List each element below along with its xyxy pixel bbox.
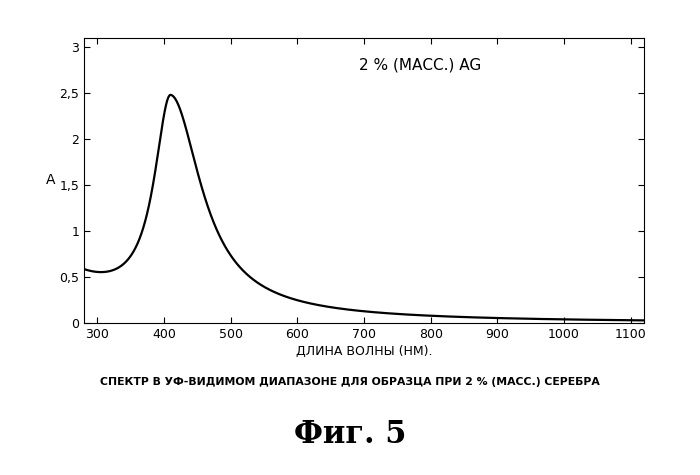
X-axis label: ДЛИНА ВОЛНЫ (НМ).: ДЛИНА ВОЛНЫ (НМ). (295, 345, 433, 358)
Y-axis label: A: A (46, 173, 55, 188)
Text: СПЕКТР В УФ-ВИДИМОМ ДИАПАЗОНЕ ДЛЯ ОБРАЗЦА ПРИ 2 % (МАСС.) СЕРЕБРА: СПЕКТР В УФ-ВИДИМОМ ДИАПАЗОНЕ ДЛЯ ОБРАЗЦ… (100, 377, 600, 388)
Text: Фиг. 5: Фиг. 5 (294, 419, 406, 450)
Text: 2 % (МАСС.) AG: 2 % (МАСС.) AG (359, 58, 481, 73)
